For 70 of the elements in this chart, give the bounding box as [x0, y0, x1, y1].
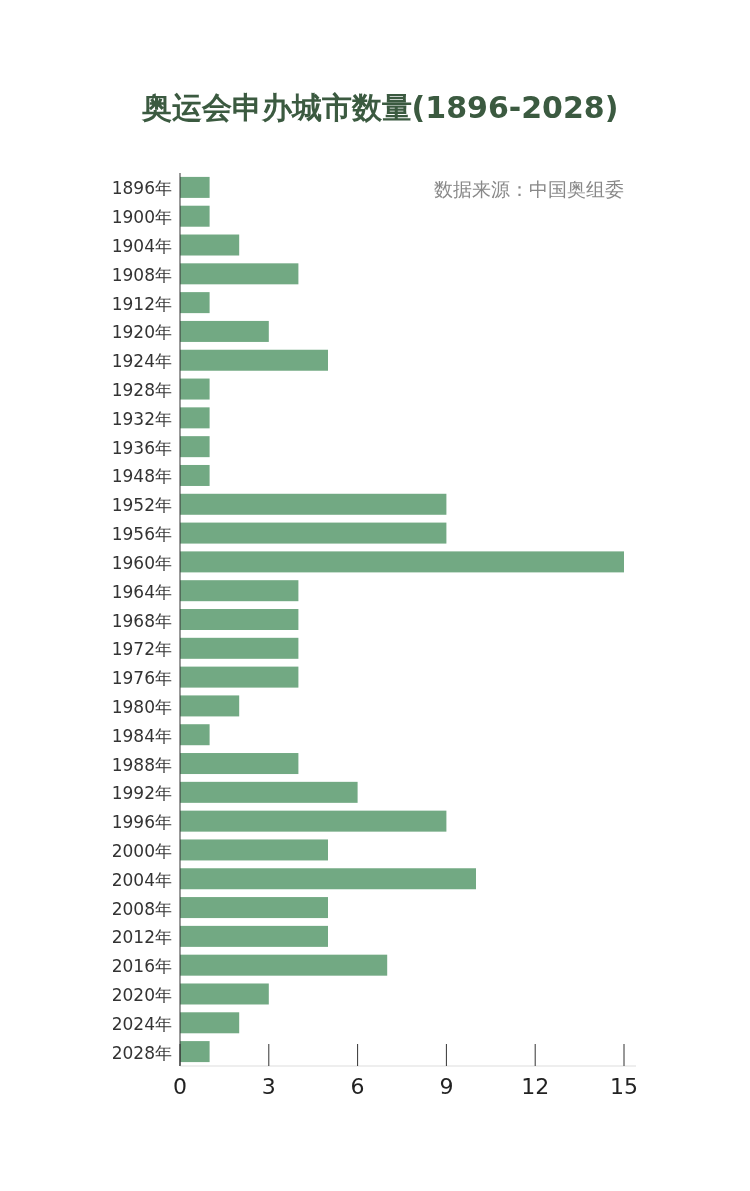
bar	[180, 320, 269, 342]
y-tick-label: 1896年	[111, 178, 172, 199]
y-tick-label: 1952年	[111, 495, 172, 516]
bar	[180, 292, 210, 314]
y-tick-label: 1984年	[111, 725, 172, 746]
bar	[180, 839, 328, 861]
bar	[180, 983, 269, 1005]
bar	[180, 205, 210, 227]
y-tick-label: 1956年	[111, 524, 172, 545]
bar	[180, 925, 328, 947]
y-tick-label: 2000年	[111, 840, 172, 861]
bar	[180, 234, 240, 256]
bar	[180, 263, 299, 285]
y-tick-label: 1968年	[111, 610, 172, 631]
y-tick-label: 2012年	[111, 927, 172, 948]
bar	[180, 637, 299, 659]
y-tick-label: 2016年	[111, 956, 172, 977]
bar	[180, 1012, 240, 1034]
bar	[180, 954, 388, 976]
x-tick-label: 12	[521, 1074, 550, 1099]
y-tick-label: 1900年	[111, 207, 172, 228]
bar	[180, 897, 328, 919]
bar	[180, 493, 447, 515]
y-tick-label: 1992年	[111, 783, 172, 804]
bar	[180, 580, 299, 602]
y-tick-label: 1932年	[111, 408, 172, 429]
y-tick-label: 1928年	[111, 380, 172, 401]
bar	[180, 868, 476, 890]
y-tick-label: 1920年	[111, 322, 172, 343]
x-tick-label: 0	[173, 1074, 187, 1099]
y-tick-label: 1980年	[111, 696, 172, 717]
bar	[180, 1041, 210, 1063]
y-tick-label: 1996年	[111, 812, 172, 833]
bar	[180, 724, 210, 746]
bar	[180, 407, 210, 429]
bar	[180, 176, 210, 198]
y-tick-label: 1904年	[111, 236, 172, 257]
bar	[180, 810, 447, 832]
y-tick-label: 1972年	[111, 639, 172, 660]
bar	[180, 781, 358, 803]
bar	[180, 464, 210, 486]
bar	[180, 551, 624, 573]
y-tick-label: 1912年	[111, 293, 172, 314]
y-tick-label: 1976年	[111, 668, 172, 689]
y-tick-label: 1924年	[111, 351, 172, 372]
bar	[180, 609, 299, 630]
y-tick-label: 2020年	[111, 984, 172, 1005]
bar	[180, 436, 210, 458]
y-tick-label: 1936年	[111, 437, 172, 458]
x-tick-label: 9	[439, 1074, 454, 1099]
y-tick-label: 2028年	[111, 1042, 172, 1063]
y-tick-label: 1908年	[111, 264, 172, 285]
y-tick-label: 2004年	[111, 869, 172, 890]
bar	[180, 378, 210, 400]
chart-title: 奥运会申办城市数量(1896-2028)	[140, 90, 619, 125]
annotation: 数据来源：中国奥组委	[434, 178, 624, 200]
y-tick-label: 1960年	[111, 552, 172, 573]
bar	[180, 695, 240, 717]
bar	[180, 522, 447, 544]
bar	[180, 753, 299, 775]
bar	[180, 666, 299, 688]
x-tick-label: 15	[610, 1074, 638, 1099]
y-tick-label: 1988年	[111, 754, 172, 775]
x-tick-label: 3	[261, 1074, 276, 1099]
y-tick-label: 1948年	[111, 466, 172, 487]
y-tick-label: 1964年	[111, 581, 172, 602]
x-tick-label: 6	[350, 1074, 365, 1099]
y-tick-label: 2024年	[111, 1013, 172, 1034]
y-tick-label: 2008年	[111, 898, 172, 919]
bar	[180, 349, 328, 371]
